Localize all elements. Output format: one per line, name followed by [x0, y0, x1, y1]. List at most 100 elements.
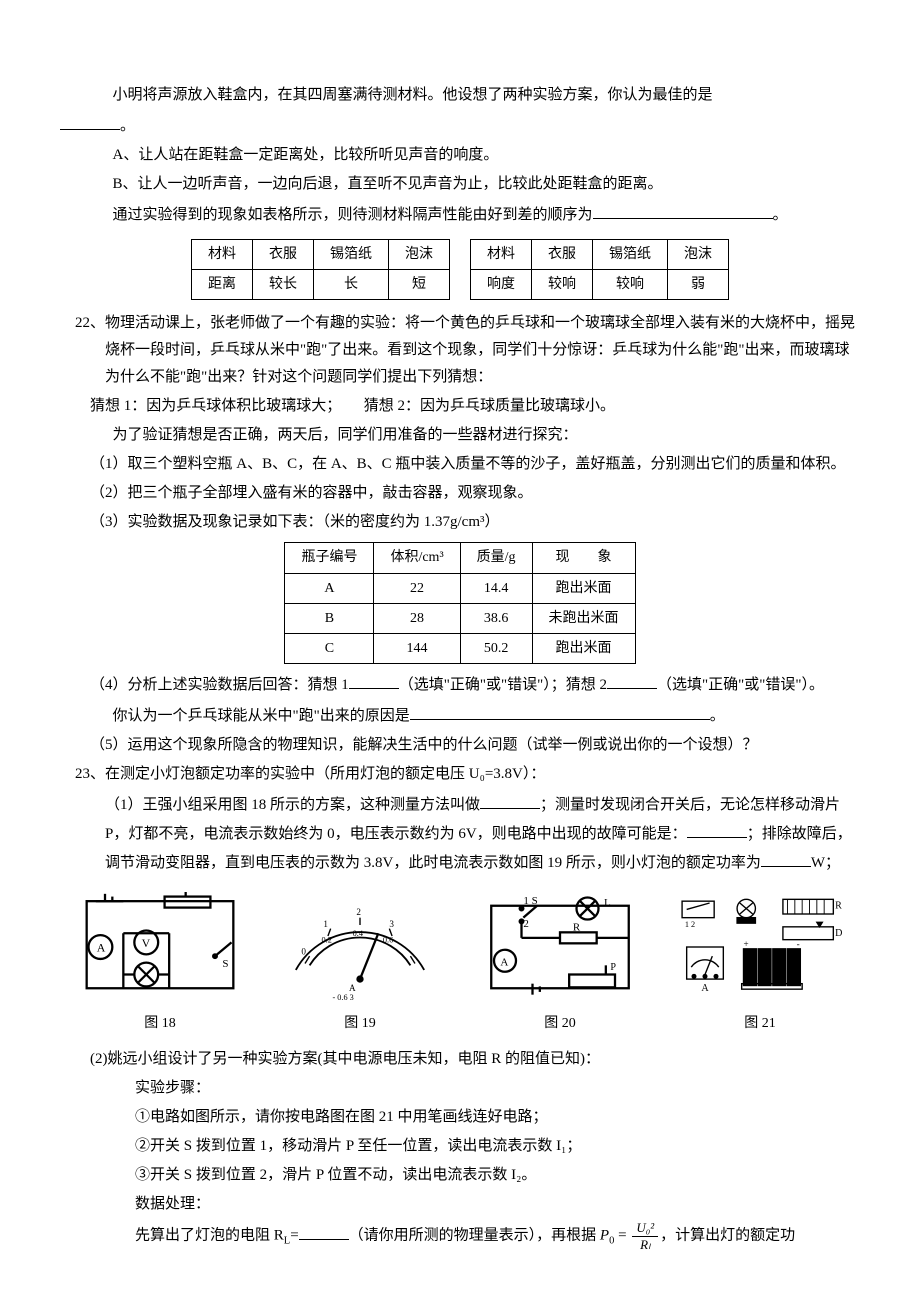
figure-18: P S A V — [70, 887, 250, 1007]
q23-blank-power — [761, 848, 811, 867]
q23-frac-num: U₀² — [632, 1220, 658, 1237]
t1-h3: 泡沫 — [389, 240, 450, 270]
q22t-a2: 14.4 — [460, 573, 532, 603]
t1-r2: 长 — [314, 270, 389, 300]
figure-21: 1 2 R D — [670, 887, 850, 1007]
q23-data-label: 数据处理： — [60, 1191, 860, 1218]
svg-text:2: 2 — [523, 918, 529, 930]
svg-text:0.6: 0.6 — [383, 936, 393, 945]
q22-reason-a: 你认为一个乒乓球能从米中"跑"出来的原因是 — [113, 708, 410, 724]
q21-option-b: B、让人一边听声音，一边向后退，直至听不见声音为止，比较此处距鞋盒的距离。 — [60, 171, 860, 198]
svg-text:A: A — [349, 983, 356, 993]
t2-h0: 材料 — [471, 240, 532, 270]
svg-text:V: V — [142, 936, 151, 950]
q22-blank-guess1 — [349, 670, 399, 689]
svg-text:S: S — [222, 958, 228, 970]
q22-guesses: 猜想 1：因为乒乓球体积比玻璃球大； 猜想 2：因为乒乓球质量比玻璃球小。 — [60, 393, 860, 420]
q22t-c0: C — [285, 633, 374, 663]
t1-r0: 距离 — [192, 270, 253, 300]
q23-blank-method — [480, 790, 540, 809]
figures-row: P S A V — [60, 887, 860, 1007]
q23-p2-intro: (2)姚远小组设计了另一种实验方案(其中电源电压未知，电阻 R 的阻值已知)： — [60, 1046, 860, 1073]
q22-blank-reason — [410, 701, 710, 720]
svg-text:D: D — [835, 928, 842, 939]
q21-table2: 材料 衣服 锡箔纸 泡沫 响度 较响 较响 弱 — [470, 239, 729, 300]
q22t-h0: 瓶子编号 — [285, 543, 374, 573]
figure-20: 1 S 2 L R A P — [470, 887, 650, 1007]
q23-p0-lhs: P — [600, 1228, 609, 1244]
q21-conclusion-suf: 。 — [773, 207, 788, 223]
q22t-b2: 38.6 — [460, 603, 532, 633]
svg-text:1 2: 1 2 — [685, 920, 695, 929]
t2-h3: 泡沫 — [668, 240, 729, 270]
q22-step1: （1）取三个塑料空瓶 A、B、C，在 A、B、C 瓶中装入质量不等的沙子，盖好瓶… — [60, 451, 860, 478]
svg-text:-: - — [797, 939, 800, 949]
q23-blank-rl — [299, 1221, 349, 1240]
q22-step5: （5）运用这个现象所隐含的物理知识，能解决生活中的什么问题（试举一例或说出你的一… — [60, 732, 860, 759]
q23-step2: ②开关 S 拨到位置 1，移动滑片 P 至任一位置，读出电流表示数 I₁； — [60, 1133, 860, 1160]
q21-conclusion-pre: 通过实验得到的现象如表格所示，则待测材料隔声性能由好到差的顺序为 — [113, 207, 593, 223]
q22-reason-b: 。 — [710, 708, 725, 724]
svg-text:+: + — [744, 939, 749, 949]
q23-steps-label: 实验步骤： — [60, 1075, 860, 1102]
svg-text:R: R — [573, 922, 581, 934]
q23-number: 23、 — [75, 766, 105, 782]
q22t-b3: 未跑出米面 — [532, 603, 635, 633]
t1-r1: 较长 — [253, 270, 314, 300]
q23-formula: U₀²Rₗ — [632, 1220, 658, 1252]
q22t-c3: 跑出米面 — [532, 633, 635, 663]
q22-number: 22、 — [75, 315, 105, 331]
q22-p1: 物理活动课上，张老师做了一个有趣的实验：将一个黄色的乒乓球和一个玻璃球全部埋入装… — [105, 315, 855, 385]
q22t-b1: 28 — [374, 603, 460, 633]
q21-blank1 — [60, 111, 120, 130]
q23-frac-den: Rₗ — [636, 1237, 654, 1253]
q23-title: 在测定小灯泡额定功率的实验中（所用灯泡的额定电压 U₀=3.8V）： — [105, 766, 545, 782]
figure-19: 0 1 2 3 0.2 0.4 0.6 A - 0.6 3 — [270, 887, 450, 1007]
svg-text:L: L — [604, 897, 611, 909]
q22t-a0: A — [285, 573, 374, 603]
q21-blank2 — [593, 200, 773, 219]
svg-text:0.4: 0.4 — [353, 929, 363, 938]
q22-step3: （3）实验数据及现象记录如下表：（米的密度约为 1.37g/cm³） — [60, 509, 860, 536]
fig20-label: 图 20 — [470, 1011, 650, 1036]
q22t-h3: 现 象 — [532, 543, 635, 573]
t1-h2: 锡箔纸 — [314, 240, 389, 270]
q21-line1: 小明将声源放入鞋盒内，在其四周塞满待测材料。他设想了两种实验方案，你认为最佳的是 — [113, 87, 713, 103]
q21-tables: 材料 衣服 锡箔纸 泡沫 距离 较长 长 短 材料 衣服 锡箔纸 泡沫 响度 较… — [60, 235, 860, 304]
q22-step2: （2）把三个瓶子全部埋入盛有米的容器中，敲击容器，观察现象。 — [60, 480, 860, 507]
fig19-label: 图 19 — [270, 1011, 450, 1036]
t1-h0: 材料 — [192, 240, 253, 270]
t1-r3: 短 — [389, 270, 450, 300]
q21-line1-suffix: 。 — [120, 118, 135, 134]
q23-calc-c: （请你用所测的物理量表示），再根据 — [349, 1228, 597, 1244]
svg-text:2: 2 — [356, 907, 361, 917]
q23-blank-fault — [687, 819, 747, 838]
fig18-label: 图 18 — [70, 1011, 250, 1036]
q21-option-a: A、让人站在距鞋盒一定距离处，比较所听见声音的响度。 — [60, 142, 860, 169]
q23-step3: ③开关 S 拨到位置 2，滑片 P 位置不动，读出电流表示数 I₂。 — [60, 1162, 860, 1189]
q22-verify: 为了验证猜想是否正确，两天后，同学们用准备的一些器材进行探究： — [60, 422, 860, 449]
fig21-label: 图 21 — [670, 1011, 850, 1036]
q22t-a3: 跑出米面 — [532, 573, 635, 603]
q21-table1: 材料 衣服 锡箔纸 泡沫 距离 较长 长 短 — [191, 239, 450, 300]
q23-calc-a: 先算出了灯泡的电阻 R — [135, 1228, 284, 1244]
q22t-c1: 144 — [374, 633, 460, 663]
q23-p1d: W； — [811, 855, 840, 871]
q22t-h2: 质量/g — [460, 543, 532, 573]
t2-h2: 锡箔纸 — [593, 240, 668, 270]
q23-calc-b: = — [290, 1228, 298, 1244]
t2-r1: 较响 — [532, 270, 593, 300]
t2-r0: 响度 — [471, 270, 532, 300]
svg-text:0.2: 0.2 — [322, 936, 332, 945]
q22-s4a: （4）分析上述实验数据后回答：猜想 1 — [90, 677, 349, 693]
svg-text:- 0.6 3: - 0.6 3 — [333, 993, 354, 1002]
q22t-a1: 22 — [374, 573, 460, 603]
svg-text:P: P — [610, 962, 616, 973]
svg-text:A: A — [500, 956, 508, 968]
svg-text:R: R — [835, 901, 842, 912]
q23-p0-mid: = — [614, 1228, 630, 1244]
svg-text:A: A — [97, 941, 106, 955]
q22t-c2: 50.2 — [460, 633, 532, 663]
q22-s4b: （选填"正确"或"错误"）；猜想 2 — [399, 677, 607, 693]
q22t-h1: 体积/cm³ — [374, 543, 460, 573]
